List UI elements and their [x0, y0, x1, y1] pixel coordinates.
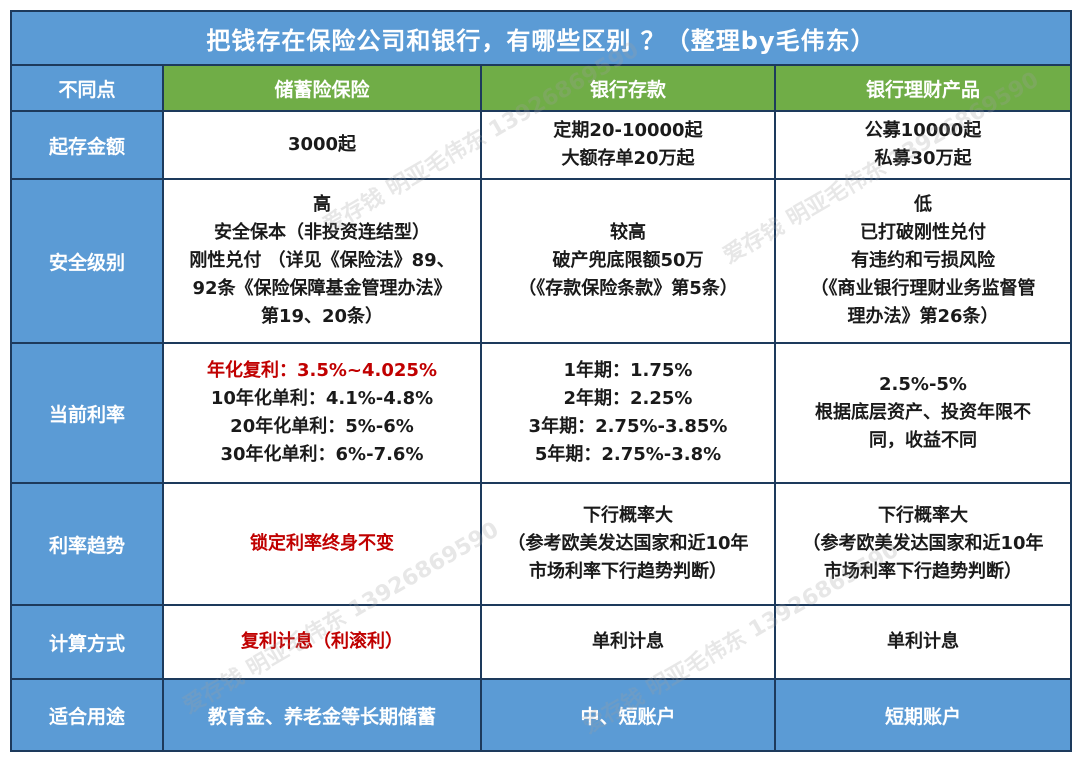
table-row: 当前利率 年化复利：3.5%~4.025% 10年化单利：4.1%-4.8% 20年化… [10, 342, 1072, 484]
table-row: 安全级别 高安全保本（非投资连结型） 刚性兑付 （详见《保险法》89、 92条《保险保… [10, 178, 1072, 344]
cell-deposit: 单利计息 [480, 604, 776, 680]
cell-line: 大额存单20万起 [561, 148, 695, 169]
cell-insurance: 复利计息（利滚利） [162, 604, 482, 680]
cell-line: 第19、20条） [260, 306, 384, 327]
cell-line: 已打破刚性兑付 [860, 222, 986, 243]
cell-line: 复利计息（利滚利） [241, 631, 403, 652]
footer-cell-wealth: 短期账户 [774, 678, 1072, 752]
cell-deposit: 定期20-10000起 大额存单20万起 [480, 110, 776, 180]
cell-line: 10年化单利：4.1%-4.8% [210, 388, 434, 409]
cell-line: 市场利率下行趋势判断） [529, 561, 727, 582]
cell-line: 2年期：2.25% [563, 388, 693, 409]
row-label: 安全级别 [10, 178, 164, 344]
page-title: 把钱存在保险公司和银行，有哪些区别 ？（整理by毛伟东） [10, 10, 1072, 66]
footer-label: 适合用途 [10, 678, 164, 752]
cell-line: 低 [914, 194, 932, 215]
cell-insurance: 锁定利率终身不变 [162, 482, 482, 606]
footer-row: 适合用途 教育金、养老金等长期储蓄 中、短账户 短期账户 [10, 678, 1072, 752]
cell-line: 30年化单利：6%-7.6% [220, 444, 424, 465]
cell-wealth: 低已打破刚性兑付 有违约和亏损风险 （《商业银行理财业务监督管 理办法》第26条） [774, 178, 1072, 344]
cell-line: 20年化单利：5%-6% [230, 416, 414, 437]
comparison-table-frame: 把钱存在保险公司和银行，有哪些区别 ？（整理by毛伟东） 不同点 储蓄险保险 银… [10, 10, 1072, 761]
cell-wealth: 公募10000起 私募30万起 [774, 110, 1072, 180]
cell-line: 私募30万起 [874, 148, 972, 169]
row-label: 利率趋势 [10, 482, 164, 606]
row-label: 计算方式 [10, 604, 164, 680]
footer-cell-insurance: 教育金、养老金等长期储蓄 [162, 678, 482, 752]
cell-line: 刚性兑付 （详见《保险法》89、 [189, 250, 455, 271]
cell-insurance: 3000起 [162, 110, 482, 180]
cell-line: （《存款保险条款》第5条） [518, 278, 738, 299]
row-label: 当前利率 [10, 342, 164, 484]
table-row: 起存金额 3000起 定期20-10000起 大额存单20万起 公募10000起 私募30… [10, 110, 1072, 180]
table-row: 计算方式 复利计息（利滚利） 单利计息 单利计息 [10, 604, 1072, 680]
cell-wealth: 下行概率大 （参考欧美发达国家和近10年 市场利率下行趋势判断） [774, 482, 1072, 606]
cell-wealth: 2.5%-5% 根据底层资产、投资年限不 同，收益不同 [774, 342, 1072, 484]
cell-line: 2.5%-5% [879, 374, 967, 395]
cell-line: 根据底层资产、投资年限不 [815, 402, 1031, 423]
cell-line: 市场利率下行趋势判断） [824, 561, 1022, 582]
cell-line: 1年期：1.75% [563, 360, 693, 381]
cell-line: 5年期：2.75%-3.8% [534, 444, 722, 465]
header-diff-points: 不同点 [10, 64, 164, 112]
cell-line: 下行概率大 [878, 505, 968, 526]
header-row: 不同点 储蓄险保险 银行存款 银行理财产品 [10, 64, 1072, 112]
cell-line: 高 [313, 194, 331, 215]
cell-deposit: 下行概率大 （参考欧美发达国家和近10年 市场利率下行趋势判断） [480, 482, 776, 606]
cell-line: 理办法》第26条） [847, 306, 999, 327]
cell-line: 单利计息 [592, 631, 664, 652]
cell-line: 较高 [610, 222, 646, 243]
title-row: 把钱存在保险公司和银行，有哪些区别 ？（整理by毛伟东） [10, 10, 1072, 66]
cell-line: 下行概率大 [583, 505, 673, 526]
cell-line: 破产兜底限额50万 [552, 250, 704, 271]
cell-line: 年化复利：3.5%~4.025% [207, 360, 437, 381]
comparison-table: 把钱存在保险公司和银行，有哪些区别 ？（整理by毛伟东） 不同点 储蓄险保险 银… [10, 10, 1072, 752]
cell-line: 公募10000起 [864, 120, 982, 141]
table-row: 利率趋势 锁定利率终身不变 下行概率大 （参考欧美发达国家和近10年 市场利率下行趋势判… [10, 482, 1072, 606]
header-bank-deposit: 银行存款 [480, 64, 776, 112]
cell-line: 单利计息 [887, 631, 959, 652]
cell-line: 有违约和亏损风险 [851, 250, 995, 271]
cell-line: 安全保本（非投资连结型） [214, 222, 430, 243]
cell-deposit: 1年期：1.75% 2年期：2.25% 3年期：2.75%-3.85% 5年期：2.7… [480, 342, 776, 484]
cell-line: （参考欧美发达国家和近10年 [802, 533, 1044, 554]
header-savings-insurance: 储蓄险保险 [162, 64, 482, 112]
cell-deposit: 较高破产兜底限额50万 （《存款保险条款》第5条） [480, 178, 776, 344]
cell-line: 3000起 [287, 134, 357, 155]
cell-line: （《商业银行理财业务监督管 [810, 278, 1036, 299]
header-bank-wealth: 银行理财产品 [774, 64, 1072, 112]
footer-cell-deposit: 中、短账户 [480, 678, 776, 752]
table-body: 起存金额 3000起 定期20-10000起 大额存单20万起 公募10000起 私募30… [10, 110, 1072, 680]
cell-line: 锁定利率终身不变 [250, 533, 394, 554]
cell-wealth: 单利计息 [774, 604, 1072, 680]
cell-line: 定期20-10000起 [553, 120, 703, 141]
cell-line: 92条《保险保障基金管理办法》 [192, 278, 452, 299]
row-label: 起存金额 [10, 110, 164, 180]
cell-line: 3年期：2.75%-3.85% [528, 416, 728, 437]
cell-insurance: 高安全保本（非投资连结型） 刚性兑付 （详见《保险法》89、 92条《保险保障基金管… [162, 178, 482, 344]
cell-line: 同，收益不同 [869, 430, 977, 451]
cell-insurance: 年化复利：3.5%~4.025% 10年化单利：4.1%-4.8% 20年化单利：5… [162, 342, 482, 484]
cell-line: （参考欧美发达国家和近10年 [507, 533, 749, 554]
